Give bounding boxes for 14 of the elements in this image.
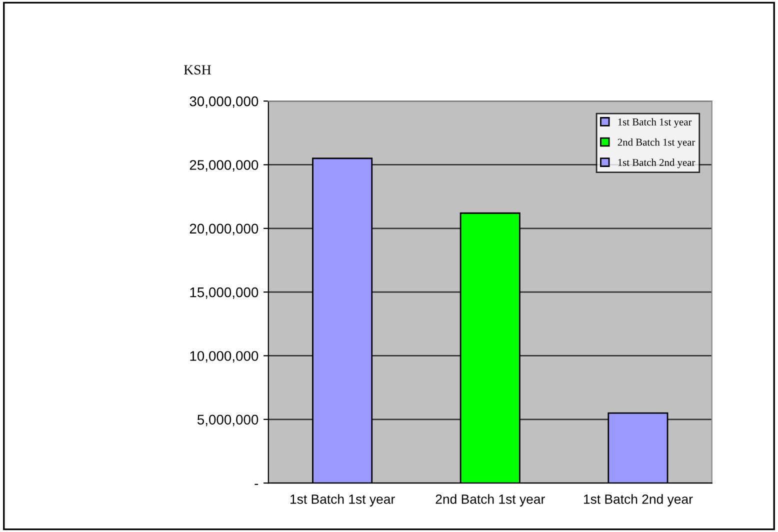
y-tick-label: 25,000,000 — [190, 160, 258, 172]
y-tick-label: - — [254, 484, 258, 485]
legend-label: 1st Batch 2nd year — [618, 158, 696, 168]
x-tick-label: 2nd Batch 1st year — [436, 494, 545, 506]
x-tick-label: 1st Batch 1st year — [290, 494, 395, 506]
y-tick-label: 20,000,000 — [190, 224, 258, 236]
legend-label: 1st Batch 1st year — [618, 118, 692, 128]
legend-label: 2nd Batch 1st year — [618, 138, 696, 148]
x-tick-label: 1st Batch 2nd year — [584, 494, 693, 506]
y-axis-title: KSH — [184, 65, 211, 74]
y-tick-label: 5,000,000 — [197, 414, 258, 426]
y-tick-label: 10,000,000 — [190, 351, 258, 363]
y-tick-label: 15,000,000 — [190, 287, 258, 299]
y-tick-label: 30,000,000 — [190, 96, 258, 108]
